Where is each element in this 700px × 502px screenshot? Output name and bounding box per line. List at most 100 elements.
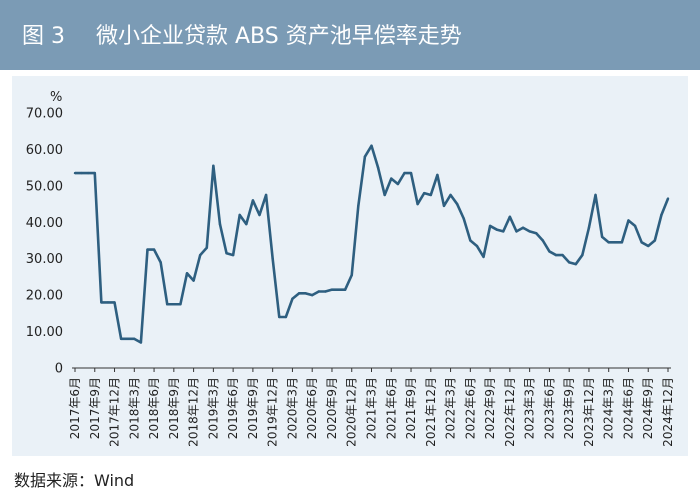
x-tick-label: 2018年12月 — [187, 377, 201, 447]
y-axis-unit-label: % — [50, 90, 62, 105]
data-point — [495, 228, 498, 231]
data-point — [106, 301, 110, 304]
data-point — [390, 177, 393, 180]
x-tick-label: 2021年3月 — [365, 377, 379, 439]
data-point — [535, 232, 538, 235]
y-tick-label: 60.00 — [26, 143, 63, 158]
data-point — [126, 337, 129, 341]
x-tick-label: 2019年12月 — [266, 377, 280, 447]
data-point — [337, 288, 340, 291]
data-point — [225, 252, 228, 255]
x-tick-label: 2018年9月 — [167, 377, 181, 439]
data-point — [93, 171, 96, 175]
data-point — [238, 213, 241, 217]
x-tick-label: 2022年6月 — [463, 377, 477, 439]
x-axis-ticks: 2017年6月 2017年9月 2017年12月 2018年3月 2018年6月 2018… — [68, 368, 675, 447]
x-tick-label: 2017年6月 — [68, 377, 82, 439]
y-tick-label: 30.00 — [26, 252, 63, 267]
data-point — [666, 197, 670, 200]
data-point — [488, 224, 492, 228]
x-tick-label: 2023年9月 — [562, 377, 576, 439]
data-point — [245, 222, 248, 226]
data-point — [640, 241, 643, 244]
x-tick-label: 2022年12月 — [503, 377, 517, 447]
data-point — [436, 173, 439, 177]
data-point — [633, 224, 637, 228]
data-point — [587, 226, 591, 229]
data-point — [561, 253, 564, 257]
data-points — [73, 144, 670, 344]
x-tick-label: 2017年9月 — [88, 377, 102, 439]
data-point — [383, 193, 386, 197]
data-point — [502, 230, 505, 233]
data-point — [660, 213, 663, 217]
x-tick-label: 2018年6月 — [147, 377, 161, 439]
data-point — [311, 293, 314, 297]
x-tick-label: 2021年12月 — [424, 377, 438, 447]
y-tick-label: 70.00 — [26, 107, 63, 122]
data-point — [429, 193, 432, 197]
data-point — [159, 261, 162, 264]
figure-header: 图 3 微小企业贷款 ABS 资产池早偿率走势 — [0, 0, 700, 70]
chart-panel — [12, 76, 688, 456]
data-point — [179, 303, 182, 306]
data-point — [469, 239, 472, 242]
data-point — [278, 315, 281, 319]
x-tick-label: 2021年6月 — [384, 377, 398, 439]
figure-label: 图 3 — [22, 24, 65, 49]
data-point — [251, 199, 255, 202]
data-point — [528, 230, 531, 233]
data-point — [185, 272, 189, 275]
data-point — [554, 253, 558, 257]
data-point — [212, 164, 215, 168]
x-tick-label: 2021年9月 — [404, 377, 418, 439]
data-point — [607, 241, 610, 244]
data-point — [614, 241, 617, 244]
data-point — [146, 248, 149, 251]
x-tick-label: 2019年3月 — [206, 377, 220, 439]
x-tick-label: 2020年9月 — [325, 377, 339, 439]
data-point — [139, 341, 143, 344]
data-point — [350, 273, 353, 277]
data-point — [218, 222, 222, 226]
x-tick-label: 2023年3月 — [523, 377, 537, 439]
data-point — [462, 217, 465, 220]
x-tick-label: 2024年12月 — [661, 377, 675, 447]
data-point — [231, 253, 235, 257]
data-point — [198, 253, 202, 257]
x-tick-label: 2023年6月 — [542, 377, 556, 439]
data-point — [627, 219, 630, 222]
data-point — [442, 204, 446, 208]
data-point — [258, 213, 261, 217]
data-point — [133, 337, 136, 341]
data-point — [620, 241, 624, 244]
x-tick-label: 2020年12月 — [345, 377, 359, 447]
chart-title: 微小企业贷款 ABS 资产池早偿率走势 — [96, 24, 462, 49]
data-point — [264, 193, 268, 197]
data-point — [574, 262, 577, 266]
data-source-note: 数据来源：Wind — [14, 471, 135, 490]
data-point — [647, 244, 650, 248]
data-point — [172, 303, 176, 306]
x-tick-label: 2022年9月 — [483, 377, 497, 439]
data-point — [521, 226, 525, 229]
data-point — [271, 257, 274, 260]
data-point — [416, 202, 419, 206]
data-point — [396, 182, 400, 186]
x-tick-label: 2018年3月 — [127, 377, 141, 439]
data-point — [291, 297, 294, 300]
x-tick-label: 2017年12月 — [108, 377, 122, 447]
x-tick-label: 2020年3月 — [285, 377, 299, 439]
data-point — [324, 290, 327, 293]
data-point — [330, 288, 334, 291]
data-point — [515, 230, 518, 233]
data-point — [567, 261, 571, 264]
y-tick-label: 0 — [55, 362, 63, 377]
data-point — [166, 303, 169, 306]
data-point — [581, 253, 584, 257]
data-point — [449, 193, 452, 197]
data-point — [100, 301, 103, 304]
data-point — [357, 204, 360, 208]
data-point — [205, 246, 208, 249]
